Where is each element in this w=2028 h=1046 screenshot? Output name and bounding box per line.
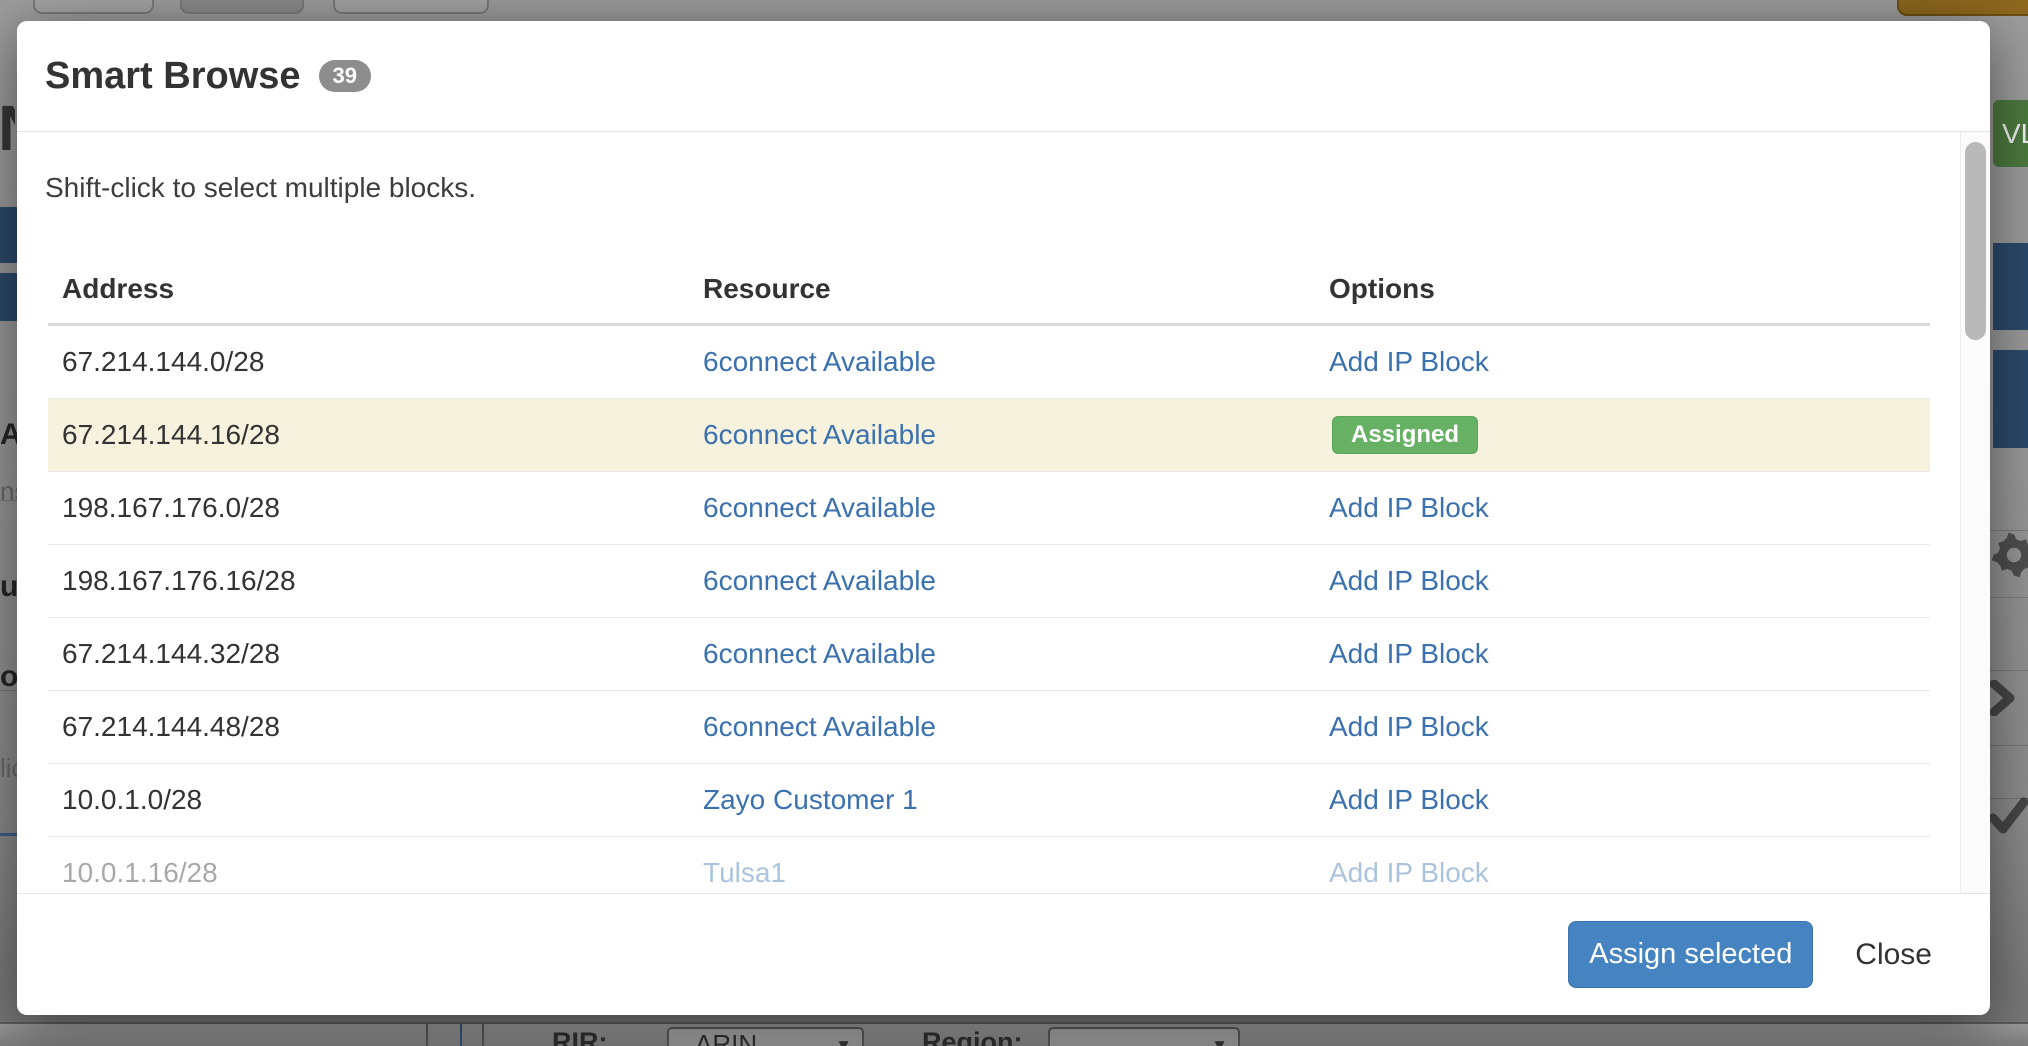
modal-scrollbar-thumb[interactable] [1965,142,1986,340]
background-blue-bar [0,207,17,263]
result-count-badge: 39 [318,59,372,93]
rir-select-value: ARIN [695,1029,758,1046]
resource-link[interactable]: 6connect Available [703,492,936,523]
assigned-status-badge: Assigned [1332,416,1479,454]
background-text-fragment: o [0,662,17,692]
background-blue-rule [0,833,17,836]
modal-scrollbar-track[interactable] [1960,132,1990,893]
region-select: ▼ [1048,1027,1240,1046]
vlan-chip: VL [1993,100,2028,167]
table-row[interactable]: 10.0.1.16/28 Tulsa1 Add IP Block [48,837,1930,893]
resource-link[interactable]: 6connect Available [703,638,936,669]
table-row[interactable]: 67.214.144.32/28 6connect Available Add … [48,618,1930,691]
background-blue-bar [1993,350,2028,448]
modal-header: Smart Browse 39 [17,21,1990,132]
resource-link[interactable]: Zayo Customer 1 [703,784,918,815]
add-ip-block-link[interactable]: Add IP Block [1329,346,1489,377]
background-divider [0,690,17,691]
background-divider [1990,798,2028,799]
background-text-fragment: A [0,420,17,450]
address-cell: 67.214.144.0/28 [62,346,265,377]
table-row[interactable]: 198.167.176.16/28 6connect Available Add… [48,545,1930,618]
table-row[interactable]: 67.214.144.0/28 6connect Available Add I… [48,326,1930,399]
add-ip-block-link[interactable]: Add IP Block [1329,638,1489,669]
background-table-border [426,1024,428,1046]
add-ip-block-link[interactable]: Add IP Block [1329,857,1489,888]
assign-selected-button[interactable]: Assign selected [1568,921,1814,988]
address-cell: 67.214.144.16/28 [62,419,280,450]
background-table-border [460,1024,462,1046]
column-header-address: Address [62,273,175,304]
add-ip-block-link[interactable]: Add IP Block [1329,784,1489,815]
resource-link[interactable]: 6connect Available [703,419,936,450]
address-cell: 10.0.1.16/28 [62,857,218,888]
background-text-fragment: u [0,572,17,602]
background-blue-bar [1993,243,2028,330]
background-divider [1990,670,2028,671]
background-divider [0,500,17,501]
modal-body: Shift-click to select multiple blocks. A… [17,132,1990,893]
smart-browse-modal: Smart Browse 39 Shift-click to select mu… [17,21,1990,1015]
region-label: Region: [922,1027,1023,1046]
background-text-fragment: ns [0,478,17,504]
resource-link[interactable]: Tulsa1 [703,857,787,888]
table-row[interactable]: 198.167.176.0/28 6connect Available Add … [48,472,1930,545]
address-cell: 67.214.144.48/28 [62,711,280,742]
smart-browse-table: Address Resource Options 67.214.144.0/28… [48,202,1930,893]
check-icon [1988,796,2028,841]
hint-text: Shift-click to select multiple blocks. [45,172,477,203]
address-cell: 198.167.176.0/28 [62,492,280,523]
dropdown-caret-icon: ▼ [835,1036,852,1046]
add-ip-block-link[interactable]: Add IP Block [1329,565,1489,596]
add-ip-block-link[interactable]: Add IP Block [1329,492,1489,523]
address-cell: 10.0.1.0/28 [62,784,203,815]
modal-footer: Assign selected Close [17,893,1990,1015]
background-toolbar-button [333,0,489,14]
column-header-options: Options [1329,273,1435,304]
table-row[interactable]: 10.0.1.0/28 Zayo Customer 1 Add IP Block [48,764,1930,837]
address-cell: 198.167.176.16/28 [62,565,296,596]
background-blue-bar [0,273,17,321]
background-orange-button [1897,0,2028,16]
address-cell: 67.214.144.32/28 [62,638,280,669]
modal-title: Smart Browse [45,54,301,97]
dropdown-caret-icon: ▼ [1211,1036,1228,1046]
gear-icon [1990,531,2028,584]
table-row[interactable]: 67.214.144.48/28 6connect Available Add … [48,691,1930,764]
table-header-row: Address Resource Options [48,202,1930,326]
background-table-border [482,1024,484,1046]
close-button[interactable]: Close [1855,937,1932,971]
add-ip-block-link[interactable]: Add IP Block [1329,711,1489,742]
background-divider [1990,745,2028,746]
chevron-right-icon [1988,679,2018,721]
table-row-selected[interactable]: 67.214.144.16/28 6connect Available Assi… [48,399,1930,472]
background-toolbar-button [180,0,304,14]
resource-link[interactable]: 6connect Available [703,346,936,377]
column-header-resource: Resource [703,273,831,304]
background-text-fragment: lic [0,755,17,781]
resource-link[interactable]: 6connect Available [703,711,936,742]
background-heading-fragment: N [0,96,15,160]
background-toolbar-button [33,0,154,14]
rir-label: RIR: [552,1027,608,1046]
background-divider [1990,530,2028,531]
rir-select: ARIN ▼ [667,1027,864,1046]
background-form-band: RIR: ARIN ▼ Region: ▼ [0,1022,2028,1046]
resource-link[interactable]: 6connect Available [703,565,936,596]
background-divider [1990,597,2028,598]
